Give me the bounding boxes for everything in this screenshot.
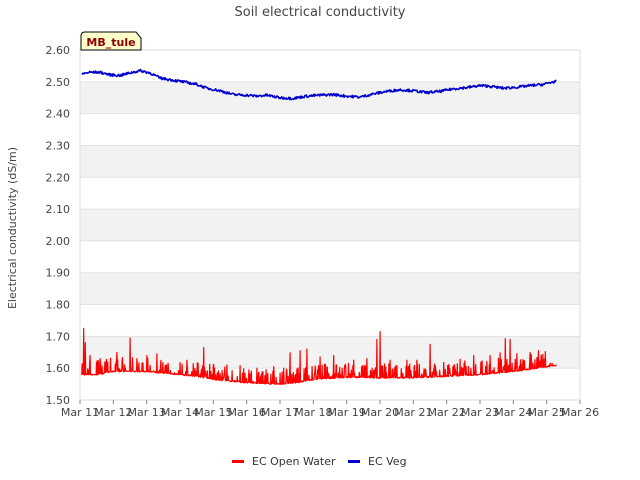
site-label-box <box>80 31 142 51</box>
legend-label-ec-open-water: EC Open Water <box>252 455 336 468</box>
x-tick-label: Mar 12 <box>94 406 132 419</box>
y-tick-label: 2.60 <box>46 44 71 57</box>
x-tick-label: Mar 13 <box>128 406 166 419</box>
y-axis-ticks: 1.50 1.60 1.70 1.80 1.90 2.00 2.10 2.20 2.30 2.40… <box>46 44 71 407</box>
x-tick-label: Mar 24 <box>494 406 532 419</box>
x-tick-label: Mar 14 <box>161 406 199 419</box>
x-tick-label: Mar 11 <box>61 406 99 419</box>
x-tick-label: Mar 15 <box>194 406 232 419</box>
legend-label-ec-veg: EC Veg <box>368 455 407 468</box>
grid-band <box>80 145 580 178</box>
series-layer <box>81 68 557 385</box>
series-line-ec-veg <box>81 68 557 101</box>
y-tick-label: 2.40 <box>46 108 71 121</box>
y-tick-label: 1.70 <box>46 330 71 343</box>
x-tick-label: Mar 16 <box>228 406 266 419</box>
x-tick-label: Mar 18 <box>294 406 332 419</box>
plot-frame <box>79 49 581 401</box>
site-label-badge: MB_tule <box>80 31 142 51</box>
grid-band <box>80 81 580 114</box>
grid-band <box>80 209 580 241</box>
y-tick-label: 2.00 <box>46 235 71 248</box>
y-tick-label: 1.60 <box>46 362 71 375</box>
gridlines <box>80 49 580 401</box>
x-tick-label: Mar 19 <box>328 406 366 419</box>
x-tick-label: Mar 25 <box>528 406 566 419</box>
x-tick-label: Mar 17 <box>261 406 299 419</box>
background-bands <box>80 81 580 369</box>
y-tick-label: 1.90 <box>46 267 71 280</box>
legend-swatch-ec-veg <box>348 460 360 463</box>
site-label-text: MB_tule <box>86 36 135 49</box>
y-tick-label: 2.10 <box>46 203 71 216</box>
y-tick-label: 2.30 <box>46 139 71 152</box>
chart-title: Soil electrical conductivity <box>234 5 405 20</box>
x-tick-label: Mar 21 <box>394 406 432 419</box>
x-tick-label: Mar 26 <box>561 406 599 419</box>
legend: EC Open Water EC Veg <box>232 455 407 468</box>
x-tick-label: Mar 20 <box>361 406 399 419</box>
y-tick-label: 1.80 <box>46 299 71 312</box>
y-axis-label: Electrical conductivity (dS/m) <box>6 147 19 309</box>
x-tick-label: Mar 22 <box>428 406 466 419</box>
y-tick-label: 2.50 <box>46 76 71 89</box>
grid-band <box>80 272 580 305</box>
series-line-ec-open-water <box>81 327 557 385</box>
y-tick-label: 1.50 <box>46 394 71 407</box>
y-tick-label: 2.20 <box>46 171 71 184</box>
x-tick-label: Mar 23 <box>461 406 499 419</box>
legend-swatch-ec-open-water <box>232 460 244 463</box>
